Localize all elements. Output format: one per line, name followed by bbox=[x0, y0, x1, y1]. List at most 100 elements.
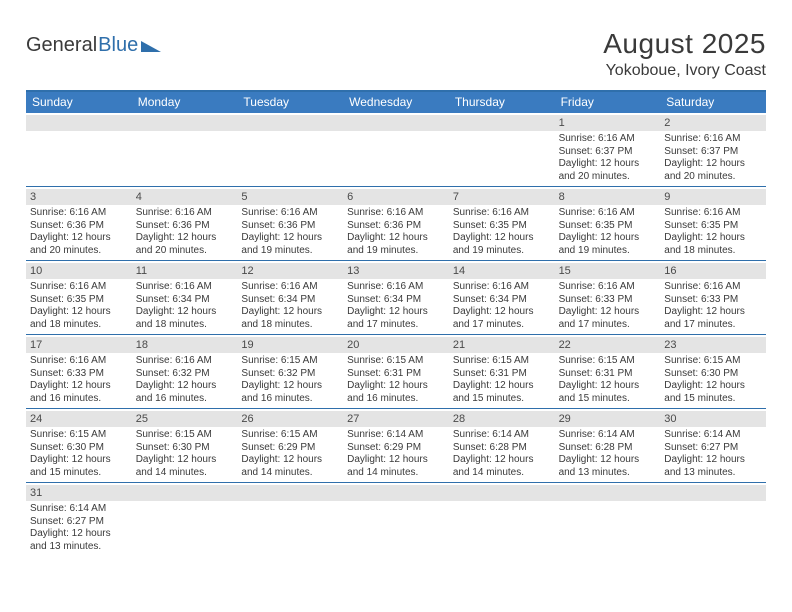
sunset-text: Sunset: 6:34 PM bbox=[241, 294, 339, 307]
sunrise-text: Sunrise: 6:16 AM bbox=[664, 207, 762, 220]
sunset-text: Sunset: 6:34 PM bbox=[136, 294, 234, 307]
day-details: Sunrise: 6:16 AMSunset: 6:36 PMDaylight:… bbox=[30, 207, 128, 257]
day-details: Sunrise: 6:16 AMSunset: 6:36 PMDaylight:… bbox=[136, 207, 234, 257]
day-number: 21 bbox=[449, 337, 555, 353]
sunset-text: Sunset: 6:31 PM bbox=[559, 368, 657, 381]
day-number: 2 bbox=[660, 115, 766, 131]
day-number bbox=[237, 115, 343, 131]
day-details: Sunrise: 6:16 AMSunset: 6:35 PMDaylight:… bbox=[30, 281, 128, 331]
sunrise-text: Sunrise: 6:16 AM bbox=[347, 207, 445, 220]
daylight-text: Daylight: 12 hours and 19 minutes. bbox=[241, 232, 339, 257]
daylight-text: Daylight: 12 hours and 18 minutes. bbox=[136, 306, 234, 331]
day-number bbox=[132, 485, 238, 501]
day-cell bbox=[555, 483, 661, 556]
daylight-text: Daylight: 12 hours and 17 minutes. bbox=[664, 306, 762, 331]
day-number bbox=[449, 115, 555, 131]
day-details: Sunrise: 6:14 AMSunset: 6:28 PMDaylight:… bbox=[559, 429, 657, 479]
day-number: 12 bbox=[237, 263, 343, 279]
day-details: Sunrise: 6:15 AMSunset: 6:29 PMDaylight:… bbox=[241, 429, 339, 479]
sunrise-text: Sunrise: 6:16 AM bbox=[136, 281, 234, 294]
week-row: 24Sunrise: 6:15 AMSunset: 6:30 PMDayligh… bbox=[26, 409, 766, 483]
location-subtitle: Yokoboue, Ivory Coast bbox=[603, 62, 766, 80]
week-row: 17Sunrise: 6:16 AMSunset: 6:33 PMDayligh… bbox=[26, 335, 766, 409]
daylight-text: Daylight: 12 hours and 13 minutes. bbox=[559, 454, 657, 479]
day-cell bbox=[449, 483, 555, 556]
day-cell: 9Sunrise: 6:16 AMSunset: 6:35 PMDaylight… bbox=[660, 187, 766, 260]
day-number: 20 bbox=[343, 337, 449, 353]
day-details: Sunrise: 6:14 AMSunset: 6:27 PMDaylight:… bbox=[664, 429, 762, 479]
day-number: 18 bbox=[132, 337, 238, 353]
day-number bbox=[555, 485, 661, 501]
day-cell bbox=[237, 483, 343, 556]
day-cell: 31Sunrise: 6:14 AMSunset: 6:27 PMDayligh… bbox=[26, 483, 132, 556]
day-number: 23 bbox=[660, 337, 766, 353]
day-cell: 15Sunrise: 6:16 AMSunset: 6:33 PMDayligh… bbox=[555, 261, 661, 334]
sunrise-text: Sunrise: 6:15 AM bbox=[347, 355, 445, 368]
daylight-text: Daylight: 12 hours and 16 minutes. bbox=[241, 380, 339, 405]
daylight-text: Daylight: 12 hours and 13 minutes. bbox=[664, 454, 762, 479]
sunrise-text: Sunrise: 6:16 AM bbox=[30, 207, 128, 220]
day-cell: 13Sunrise: 6:16 AMSunset: 6:34 PMDayligh… bbox=[343, 261, 449, 334]
day-details: Sunrise: 6:15 AMSunset: 6:32 PMDaylight:… bbox=[241, 355, 339, 405]
logo-text-a: General bbox=[26, 34, 97, 57]
day-number bbox=[343, 485, 449, 501]
day-cell: 25Sunrise: 6:15 AMSunset: 6:30 PMDayligh… bbox=[132, 409, 238, 482]
day-details: Sunrise: 6:16 AMSunset: 6:33 PMDaylight:… bbox=[30, 355, 128, 405]
day-details: Sunrise: 6:16 AMSunset: 6:35 PMDaylight:… bbox=[559, 207, 657, 257]
weekday-header: Friday bbox=[555, 92, 661, 113]
sunset-text: Sunset: 6:28 PM bbox=[453, 442, 551, 455]
day-details: Sunrise: 6:16 AMSunset: 6:35 PMDaylight:… bbox=[664, 207, 762, 257]
day-cell bbox=[343, 483, 449, 556]
daylight-text: Daylight: 12 hours and 15 minutes. bbox=[664, 380, 762, 405]
day-number bbox=[26, 115, 132, 131]
daylight-text: Daylight: 12 hours and 18 minutes. bbox=[241, 306, 339, 331]
sunset-text: Sunset: 6:33 PM bbox=[30, 368, 128, 381]
day-number: 15 bbox=[555, 263, 661, 279]
daylight-text: Daylight: 12 hours and 18 minutes. bbox=[664, 232, 762, 257]
day-number: 31 bbox=[26, 485, 132, 501]
sunset-text: Sunset: 6:36 PM bbox=[241, 220, 339, 233]
sunset-text: Sunset: 6:30 PM bbox=[136, 442, 234, 455]
daylight-text: Daylight: 12 hours and 18 minutes. bbox=[30, 306, 128, 331]
logo-text-b: Blue bbox=[98, 34, 138, 57]
sunset-text: Sunset: 6:35 PM bbox=[664, 220, 762, 233]
week-row: 31Sunrise: 6:14 AMSunset: 6:27 PMDayligh… bbox=[26, 483, 766, 556]
day-number bbox=[660, 485, 766, 501]
day-cell: 5Sunrise: 6:16 AMSunset: 6:36 PMDaylight… bbox=[237, 187, 343, 260]
day-number: 1 bbox=[555, 115, 661, 131]
day-details: Sunrise: 6:16 AMSunset: 6:34 PMDaylight:… bbox=[241, 281, 339, 331]
sunrise-text: Sunrise: 6:14 AM bbox=[664, 429, 762, 442]
day-details: Sunrise: 6:15 AMSunset: 6:30 PMDaylight:… bbox=[30, 429, 128, 479]
day-number: 25 bbox=[132, 411, 238, 427]
day-cell bbox=[343, 113, 449, 186]
day-cell: 22Sunrise: 6:15 AMSunset: 6:31 PMDayligh… bbox=[555, 335, 661, 408]
day-details: Sunrise: 6:14 AMSunset: 6:29 PMDaylight:… bbox=[347, 429, 445, 479]
sunrise-text: Sunrise: 6:15 AM bbox=[664, 355, 762, 368]
sunset-text: Sunset: 6:35 PM bbox=[30, 294, 128, 307]
sunset-text: Sunset: 6:31 PM bbox=[347, 368, 445, 381]
day-number: 22 bbox=[555, 337, 661, 353]
day-cell: 18Sunrise: 6:16 AMSunset: 6:32 PMDayligh… bbox=[132, 335, 238, 408]
day-number: 14 bbox=[449, 263, 555, 279]
sunset-text: Sunset: 6:34 PM bbox=[453, 294, 551, 307]
daylight-text: Daylight: 12 hours and 14 minutes. bbox=[241, 454, 339, 479]
sunset-text: Sunset: 6:32 PM bbox=[136, 368, 234, 381]
weekday-header-row: SundayMondayTuesdayWednesdayThursdayFrid… bbox=[26, 92, 766, 113]
day-cell: 21Sunrise: 6:15 AMSunset: 6:31 PMDayligh… bbox=[449, 335, 555, 408]
day-cell: 19Sunrise: 6:15 AMSunset: 6:32 PMDayligh… bbox=[237, 335, 343, 408]
day-details: Sunrise: 6:15 AMSunset: 6:31 PMDaylight:… bbox=[347, 355, 445, 405]
day-number: 3 bbox=[26, 189, 132, 205]
day-cell: 11Sunrise: 6:16 AMSunset: 6:34 PMDayligh… bbox=[132, 261, 238, 334]
daylight-text: Daylight: 12 hours and 16 minutes. bbox=[136, 380, 234, 405]
day-details: Sunrise: 6:16 AMSunset: 6:37 PMDaylight:… bbox=[559, 133, 657, 183]
calendar-page: General Blue August 2025 Yokoboue, Ivory… bbox=[0, 0, 792, 566]
day-number: 4 bbox=[132, 189, 238, 205]
weekday-header: Sunday bbox=[26, 92, 132, 113]
sunset-text: Sunset: 6:37 PM bbox=[664, 146, 762, 159]
week-row: 3Sunrise: 6:16 AMSunset: 6:36 PMDaylight… bbox=[26, 187, 766, 261]
day-number bbox=[343, 115, 449, 131]
sunrise-text: Sunrise: 6:15 AM bbox=[241, 429, 339, 442]
day-details: Sunrise: 6:15 AMSunset: 6:30 PMDaylight:… bbox=[664, 355, 762, 405]
day-cell: 29Sunrise: 6:14 AMSunset: 6:28 PMDayligh… bbox=[555, 409, 661, 482]
sunset-text: Sunset: 6:27 PM bbox=[30, 516, 128, 529]
